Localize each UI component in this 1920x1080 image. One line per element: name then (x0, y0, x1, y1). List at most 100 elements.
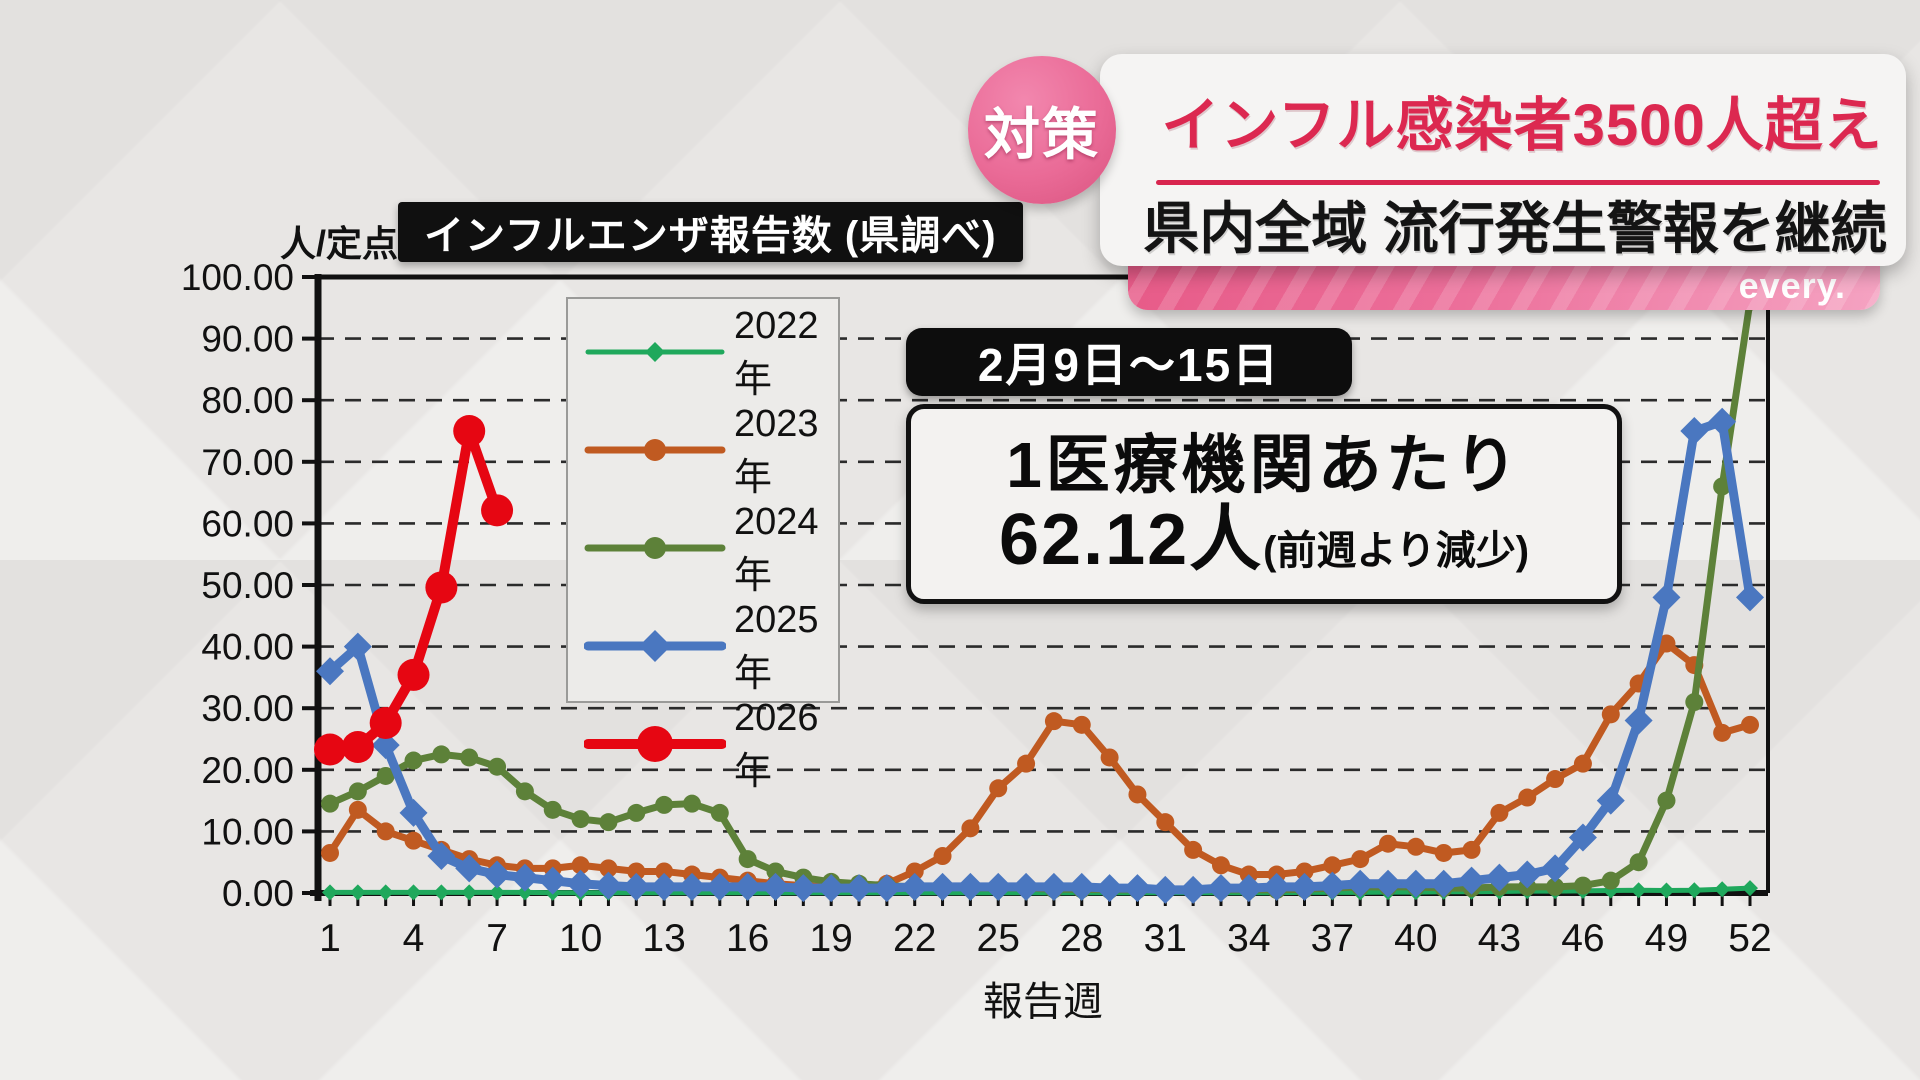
data-point (489, 884, 506, 901)
data-point (905, 862, 924, 881)
data-point (1406, 837, 1425, 856)
subheadline-text: 県内全域 流行発生警報を継続 (1143, 196, 1887, 260)
x-tick-label: 28 (1060, 917, 1103, 960)
data-point (1630, 882, 1647, 899)
data-point (1206, 874, 1235, 903)
data-point (1490, 803, 1509, 822)
data-point (1742, 880, 1758, 897)
legend-marker-2024-icon (584, 528, 726, 573)
data-point (371, 731, 400, 760)
data-point (481, 494, 514, 527)
data-point (1708, 407, 1737, 436)
topic-badge-text: 対策 (984, 102, 1100, 166)
series-2025年 (316, 407, 1764, 904)
data-point (377, 884, 394, 901)
data-point (1012, 872, 1041, 901)
x-tick-label: 16 (726, 917, 769, 960)
data-point (1685, 693, 1704, 712)
series-line (327, 885, 1753, 896)
legend-marker-2023-icon (584, 430, 726, 475)
y-tick-label: 20.00 (201, 750, 294, 791)
x-axis-labels: 1 4 7 10 13 16 19 22 25 28 31 34 37 40 43 46 49 52 (319, 917, 1772, 960)
data-point (341, 731, 374, 764)
data-point (516, 884, 533, 901)
series-2026年 (314, 415, 514, 766)
data-point (761, 872, 790, 901)
data-point (399, 798, 428, 827)
y-tick-label: 40.00 (201, 627, 294, 668)
x-axis-title: 報告週 (983, 980, 1103, 1024)
y-tick-label: 50.00 (201, 565, 294, 606)
y-axis-labels: 0.00 10.00 20.00 30.00 40.00 50.00 60.00 70.00 8… (181, 257, 294, 914)
data-point (453, 415, 486, 447)
x-tick-label: 1 (319, 917, 341, 960)
legend-item-2026: 2026年 (568, 697, 838, 795)
chart-title: インフルエンザ報告数 (県調べ) (398, 202, 1023, 262)
data-point (928, 872, 957, 901)
legend-marker-2026-icon (583, 724, 727, 769)
legend-label-2024: 2024年 (734, 501, 819, 597)
series-line (326, 640, 1754, 891)
data-point (348, 800, 367, 819)
x-tick-label: 25 (977, 917, 1020, 960)
headline-text: インフル感染者3500人超え (1161, 93, 1883, 158)
data-point (677, 872, 706, 901)
x-tick-label: 22 (893, 917, 936, 960)
data-point (321, 843, 339, 862)
data-point (376, 822, 395, 841)
data-point (405, 884, 422, 901)
data-point (1151, 875, 1180, 904)
legend-label-2025: 2025年 (734, 599, 819, 695)
legend-item-2024: 2024年 (568, 501, 838, 599)
x-tick-label: 10 (559, 917, 602, 960)
data-point (510, 863, 539, 892)
x-tick-label: 37 (1311, 917, 1354, 960)
data-point (1541, 854, 1570, 883)
data-point (594, 871, 623, 900)
data-point (933, 847, 952, 866)
data-point (425, 571, 458, 604)
data-point (1374, 869, 1403, 898)
data-point (989, 779, 1008, 798)
data-point (1546, 877, 1565, 896)
program-logo: every. (1738, 265, 1846, 306)
data-point (1290, 872, 1319, 901)
data-point (1346, 869, 1375, 898)
data-point (461, 884, 478, 901)
x-tick-label: 49 (1645, 917, 1688, 960)
x-tick-label: 43 (1478, 917, 1521, 960)
series-2023年 (321, 634, 1759, 896)
data-point (1629, 853, 1648, 872)
data-point (682, 794, 701, 813)
data-point (766, 862, 785, 881)
data-point (655, 795, 674, 814)
data-point (543, 800, 562, 819)
x-tick-label: 52 (1728, 917, 1771, 960)
data-point (455, 854, 484, 883)
data-point (900, 872, 929, 901)
data-point (956, 872, 985, 901)
data-point (376, 766, 395, 785)
data-point (1713, 477, 1732, 496)
data-point (1100, 748, 1119, 767)
data-point (872, 874, 901, 903)
stat-value: 62.12人 (998, 500, 1264, 580)
stat-callout-line2: 62.12人 (前週より減少) (998, 500, 1529, 580)
data-point (369, 706, 402, 739)
data-point (961, 819, 980, 838)
data-point (404, 831, 423, 850)
data-point (1072, 715, 1091, 734)
data-point (655, 862, 674, 881)
data-point (1156, 813, 1175, 832)
data-point (404, 751, 423, 770)
legend-item-2025: 2025年 (568, 599, 838, 697)
data-point (460, 748, 479, 767)
chart-legend: 2022年 2023年 2024年 2025年 2026年 (566, 297, 840, 793)
y-tick-label: 0.00 (222, 873, 294, 914)
topic-badge: 対策 (968, 56, 1116, 204)
data-point (845, 874, 874, 903)
legend-item-2023: 2023年 (568, 403, 838, 501)
data-point (488, 757, 507, 776)
stat-callout-box: 1医療機関あたり 62.12人 (前週より減少) (906, 404, 1622, 604)
data-point (1234, 874, 1263, 903)
